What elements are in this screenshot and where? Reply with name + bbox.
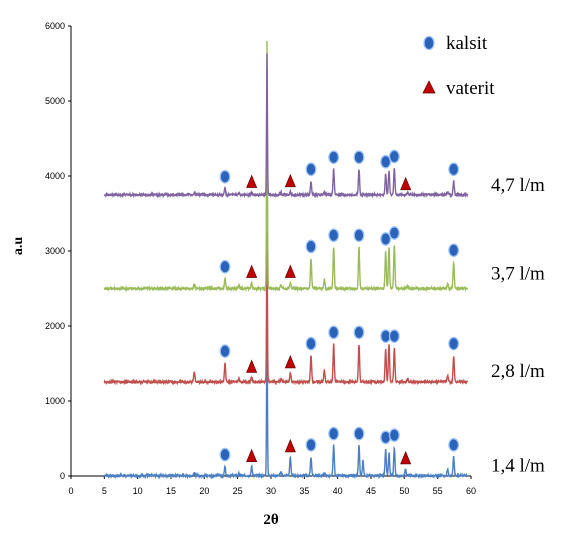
x-tick-label: 35 [299,486,309,496]
kalsit-marker [448,243,460,258]
kalsit-marker [305,336,317,351]
kalsit-marker [448,336,460,351]
series-label: 2,8 l/m [491,361,545,382]
kalsit-marker [328,150,340,165]
kalsit-marker [328,426,340,441]
kalsit-marker [219,169,231,184]
series-labels: 1,4 l/m 2,8 l/m 3,7 l/m 4,7 l/m [491,175,545,477]
y-tick-label: 5000 [45,96,65,106]
vaterit-marker [284,354,296,369]
legend: kalsit vaterit [422,33,495,99]
vaterit-marker [246,359,258,373]
kalsit-marker [380,154,392,169]
x-axis-title: 2θ [263,512,279,528]
kalsit-marker [353,150,365,165]
x-tick-labels: 0 5 10 15 20 25 30 35 40 45 50 55 60 [68,476,476,496]
kalsit-marker [388,428,400,442]
y-tick-label: 6000 [45,21,65,31]
kalsit-marker [388,149,400,164]
x-tick-label: 45 [366,486,376,496]
kalsit-marker [388,329,400,343]
kalsit-marker [353,426,365,441]
x-tick-label: 15 [166,486,176,496]
x-tick-label: 30 [266,486,276,496]
x-tick-label: 10 [133,486,143,496]
y-tick-labels: 0 1000 2000 3000 4000 5000 6000 [45,21,71,481]
legend-kalsit-marker [423,35,435,51]
y-tick-label: 2000 [45,321,65,331]
y-tick-label: 1000 [45,396,65,406]
series-line-1 [103,232,469,386]
series-line-3 [103,53,469,199]
marker-layer [219,149,460,465]
kalsit-marker [448,162,460,177]
series-label: 1,4 l/m [491,456,545,477]
series-label: 3,7 l/m [491,264,545,285]
series-layer [103,40,469,480]
vaterit-marker [284,264,296,278]
kalsit-marker [219,447,231,462]
kalsit-marker [305,239,317,254]
vaterit-marker [284,438,296,453]
y-axis-title: a.u [11,237,26,256]
x-tick-label: 50 [399,486,409,496]
y-tick-label: 3000 [45,246,65,256]
series-line-2 [103,40,468,293]
kalsit-marker [219,259,231,274]
legend-kalsit-label: kalsit [446,33,488,54]
kalsit-marker [380,430,392,445]
kalsit-marker [448,438,460,452]
vaterit-marker [400,450,412,465]
vaterit-marker [246,174,258,188]
y-tick-label: 4000 [45,171,65,181]
kalsit-marker [380,232,392,246]
kalsit-marker [219,344,231,358]
series-line-0 [103,318,469,480]
x-tick-label: 25 [233,486,243,496]
kalsit-marker [305,162,317,177]
x-tick-label: 55 [433,486,443,496]
vaterit-marker [284,173,296,188]
kalsit-marker [388,226,400,240]
vaterit-marker [246,264,258,278]
x-tick-label: 0 [68,486,73,496]
vaterit-marker [400,176,412,191]
legend-vaterit-label: vaterit [446,78,495,99]
kalsit-marker [353,325,365,340]
x-tick-label: 40 [333,486,343,496]
kalsit-marker [328,325,340,340]
legend-vaterit-marker [422,80,436,94]
x-tick-label: 20 [199,486,209,496]
kalsit-marker [353,228,365,243]
x-tick-label: 5 [102,486,107,496]
x-tick-label: 60 [466,486,476,496]
vaterit-marker [246,448,258,462]
y-tick-label: 0 [60,471,65,481]
kalsit-marker [328,228,340,243]
kalsit-marker [305,438,317,452]
series-label: 4,7 l/m [491,175,545,196]
